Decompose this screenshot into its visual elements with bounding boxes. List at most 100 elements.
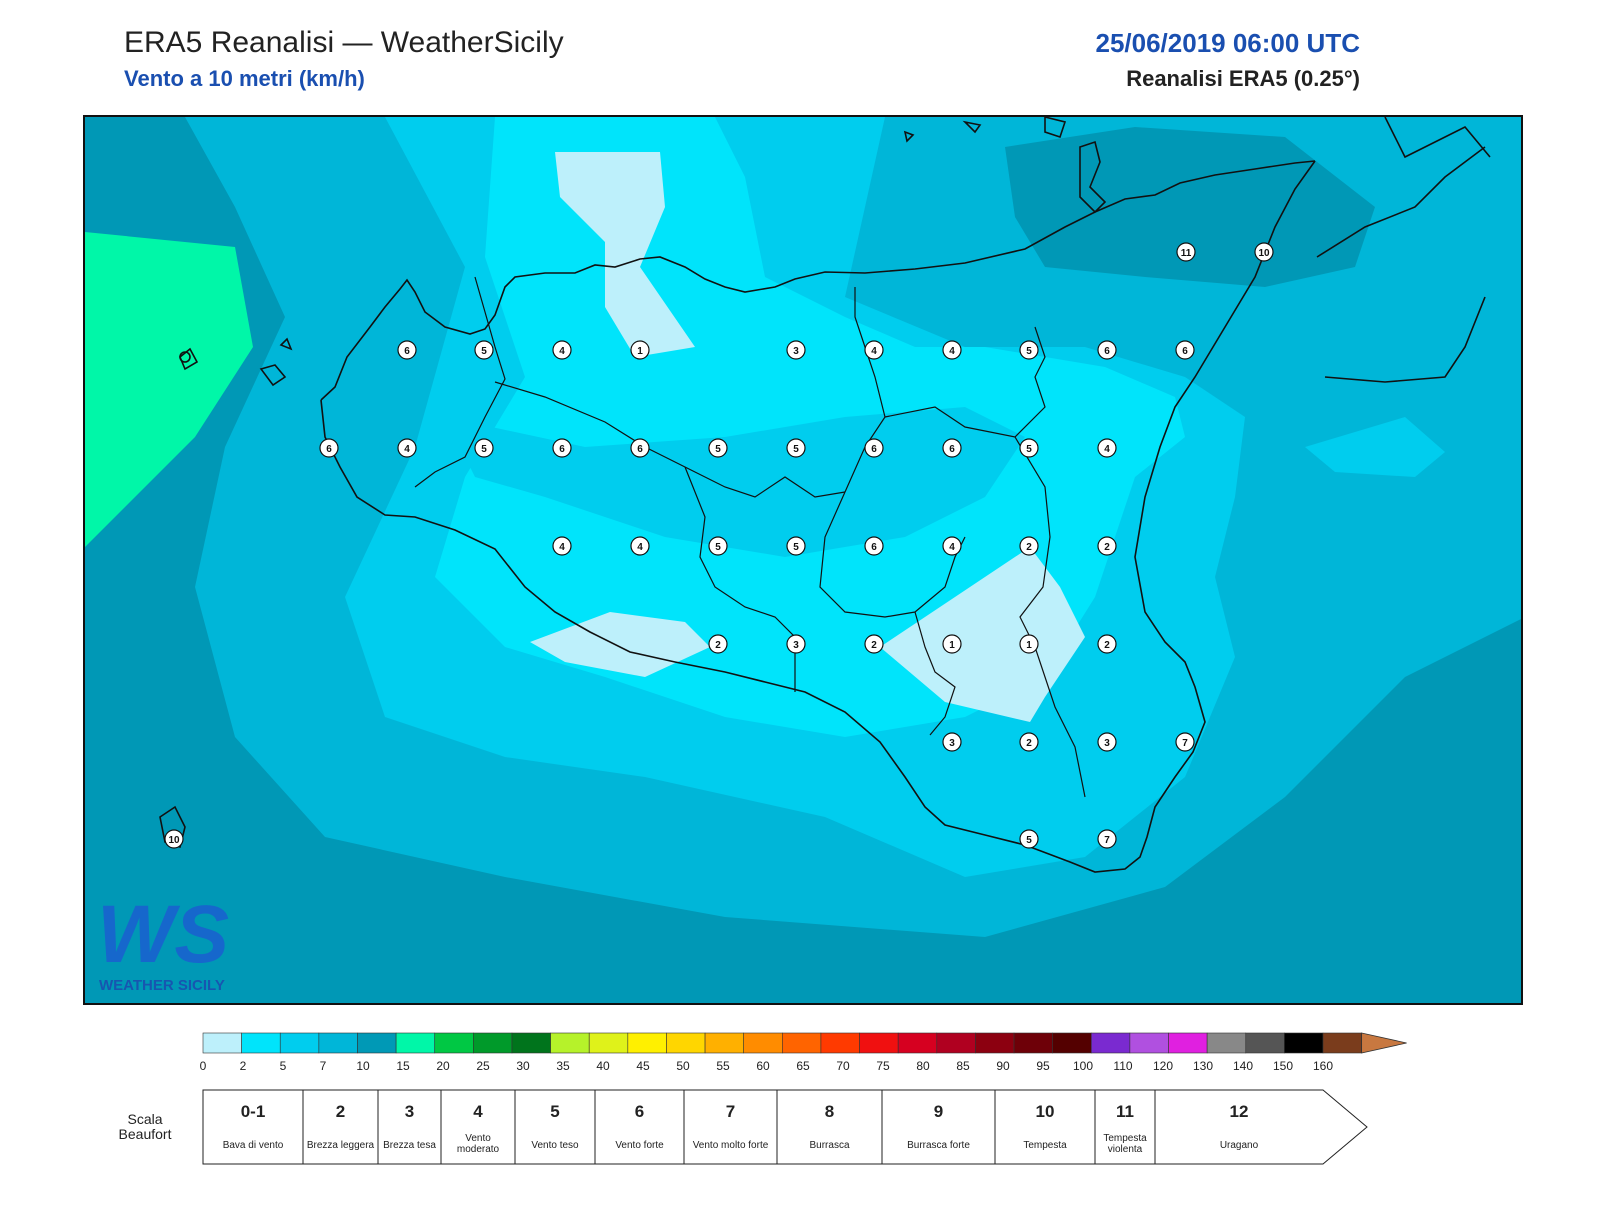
station-marker: 6 — [864, 438, 884, 458]
beaufort-box — [994, 1089, 1096, 1165]
station-value: 2 — [1026, 542, 1032, 553]
station-value: 6 — [871, 444, 877, 455]
station-marker: 6 — [319, 438, 339, 458]
station-marker: 6 — [397, 340, 417, 360]
colorbar-tick-label: 85 — [956, 1059, 970, 1073]
station-circle — [1175, 340, 1195, 360]
station-marker: 3 — [942, 732, 962, 752]
station-marker: 5 — [1019, 438, 1039, 458]
colorbar-tick-label: 7 — [320, 1059, 327, 1073]
beaufort-box — [594, 1089, 685, 1165]
beaufort-number: 0-1 — [241, 1102, 266, 1121]
colorbar-tick-label: 10 — [356, 1059, 370, 1073]
station-circle — [1176, 242, 1196, 262]
beaufort-number: 9 — [934, 1102, 943, 1121]
station-marker: 6 — [864, 536, 884, 556]
station-marker: 6 — [1175, 340, 1195, 360]
contour-15-20 — [85, 232, 253, 547]
colorbar-tick-label: 130 — [1193, 1059, 1213, 1073]
station-value: 1 — [949, 640, 955, 651]
colorbar-cell — [936, 1032, 976, 1054]
beaufort-number: 7 — [726, 1102, 735, 1121]
station-value: 2 — [1104, 542, 1110, 553]
beaufort-box — [514, 1089, 596, 1165]
station-marker: 2 — [1019, 732, 1039, 752]
station-value: 6 — [326, 444, 332, 455]
station-marker: 7 — [1097, 829, 1117, 849]
station-marker: 5 — [1019, 829, 1039, 849]
beaufort-box — [1154, 1089, 1368, 1165]
station-circle — [630, 536, 650, 556]
station-marker: 4 — [552, 536, 572, 556]
station-circle — [1097, 829, 1117, 849]
station-marker: 5 — [786, 438, 806, 458]
colorbar-tick-label: 55 — [716, 1059, 730, 1073]
station-circle — [1019, 829, 1039, 849]
colorbar-tick-label: 30 — [516, 1059, 530, 1073]
colorbar-cell — [1052, 1032, 1092, 1054]
station-marker: 4 — [552, 340, 572, 360]
station-marker: 6 — [630, 438, 650, 458]
station-circle — [786, 438, 806, 458]
beaufort-description: Brezza tesa — [383, 1140, 436, 1151]
colorbar-cell — [1168, 1032, 1208, 1054]
beaufort-number: 5 — [550, 1102, 559, 1121]
station-circle — [1019, 438, 1039, 458]
wind-field-svg: 11 106 5 4 1 3 4 4 5 6 66 4 5 6 6 5 5 6 6 5 44 4 5 5 6 4 2 22 3 2 1 1 23… — [85, 117, 1521, 1003]
contour-5-7-ionian — [1305, 417, 1445, 477]
colorbar-cell — [820, 1032, 860, 1054]
beaufort-level: 10 Tempesta — [994, 1089, 1096, 1165]
colorbar-cell — [202, 1032, 242, 1054]
colorbar-tick-label: 120 — [1153, 1059, 1173, 1073]
colorbar-cell — [357, 1032, 397, 1054]
station-value: 4 — [1104, 444, 1110, 455]
map-title: ERA5 Reanalisi — WeatherSicily — [124, 26, 564, 59]
station-marker: 4 — [864, 340, 884, 360]
station-value: 6 — [404, 346, 410, 357]
station-value: 5 — [715, 444, 721, 455]
beaufort-level: 11 Tempesta violenta — [1094, 1089, 1156, 1165]
colorbar-tick-label: 5 — [280, 1059, 287, 1073]
station-circle — [164, 829, 184, 849]
colorbar-tick-label: 90 — [996, 1059, 1010, 1073]
colorbar-cell — [859, 1032, 899, 1054]
beaufort-level: 6 Vento forte — [594, 1089, 685, 1165]
beaufort-level: 5 Vento teso — [514, 1089, 596, 1165]
beaufort-description: Vento moderato — [457, 1133, 500, 1155]
beaufort-description: Vento molto forte — [693, 1140, 769, 1151]
colorbar-cell — [627, 1032, 667, 1054]
beaufort-description: Tempesta violenta — [1103, 1133, 1147, 1155]
colorbar-tick-label: 50 — [676, 1059, 690, 1073]
station-marker: 6 — [552, 438, 572, 458]
station-marker: 3 — [786, 634, 806, 654]
beaufort-number: 8 — [825, 1102, 834, 1121]
colorbar-arrow — [1361, 1032, 1407, 1054]
station-circle — [474, 438, 494, 458]
station-circle — [1019, 536, 1039, 556]
beaufort-description: Vento forte — [615, 1140, 664, 1151]
colorbar — [202, 1032, 1407, 1054]
colorbar-cell — [395, 1032, 436, 1054]
colorbar-cell — [897, 1032, 938, 1054]
station-marker: 1 — [630, 340, 650, 360]
station-circle — [708, 634, 728, 654]
coastlines — [159, 117, 1491, 873]
colorbar-tick-label: 25 — [476, 1059, 490, 1073]
station-markers: 11 106 5 4 1 3 4 4 5 6 66 4 5 6 6 5 5 6 6 5 44 4 5 5 6 4 2 22 3 2 1 1 23… — [164, 242, 1274, 849]
colorbar-cell — [666, 1032, 706, 1054]
source-label: Reanalisi ERA5 (0.25°) — [1126, 66, 1360, 91]
station-value: 4 — [559, 346, 565, 357]
station-marker: 4 — [942, 536, 962, 556]
svg-text:WS: WS — [97, 889, 229, 980]
station-marker: 1 — [942, 634, 962, 654]
station-value: 1 — [637, 346, 643, 357]
station-circle — [552, 438, 572, 458]
station-value: 2 — [1104, 640, 1110, 651]
beaufort-box — [440, 1089, 516, 1165]
colorbar-cell — [1284, 1032, 1324, 1054]
station-marker: 5 — [786, 536, 806, 556]
colorbar-tick-label: 2 — [240, 1059, 247, 1073]
wind-map: 11 10 6 5 4 1 3 4 4 5 6 6 6 4 5 6 6 5 5 6 6 5 4 4 4 5 5 6 4 2 2 2 3 2 1 1 2 3… — [83, 115, 1523, 1005]
station-circle — [552, 340, 572, 360]
station-value: 3 — [949, 738, 955, 749]
